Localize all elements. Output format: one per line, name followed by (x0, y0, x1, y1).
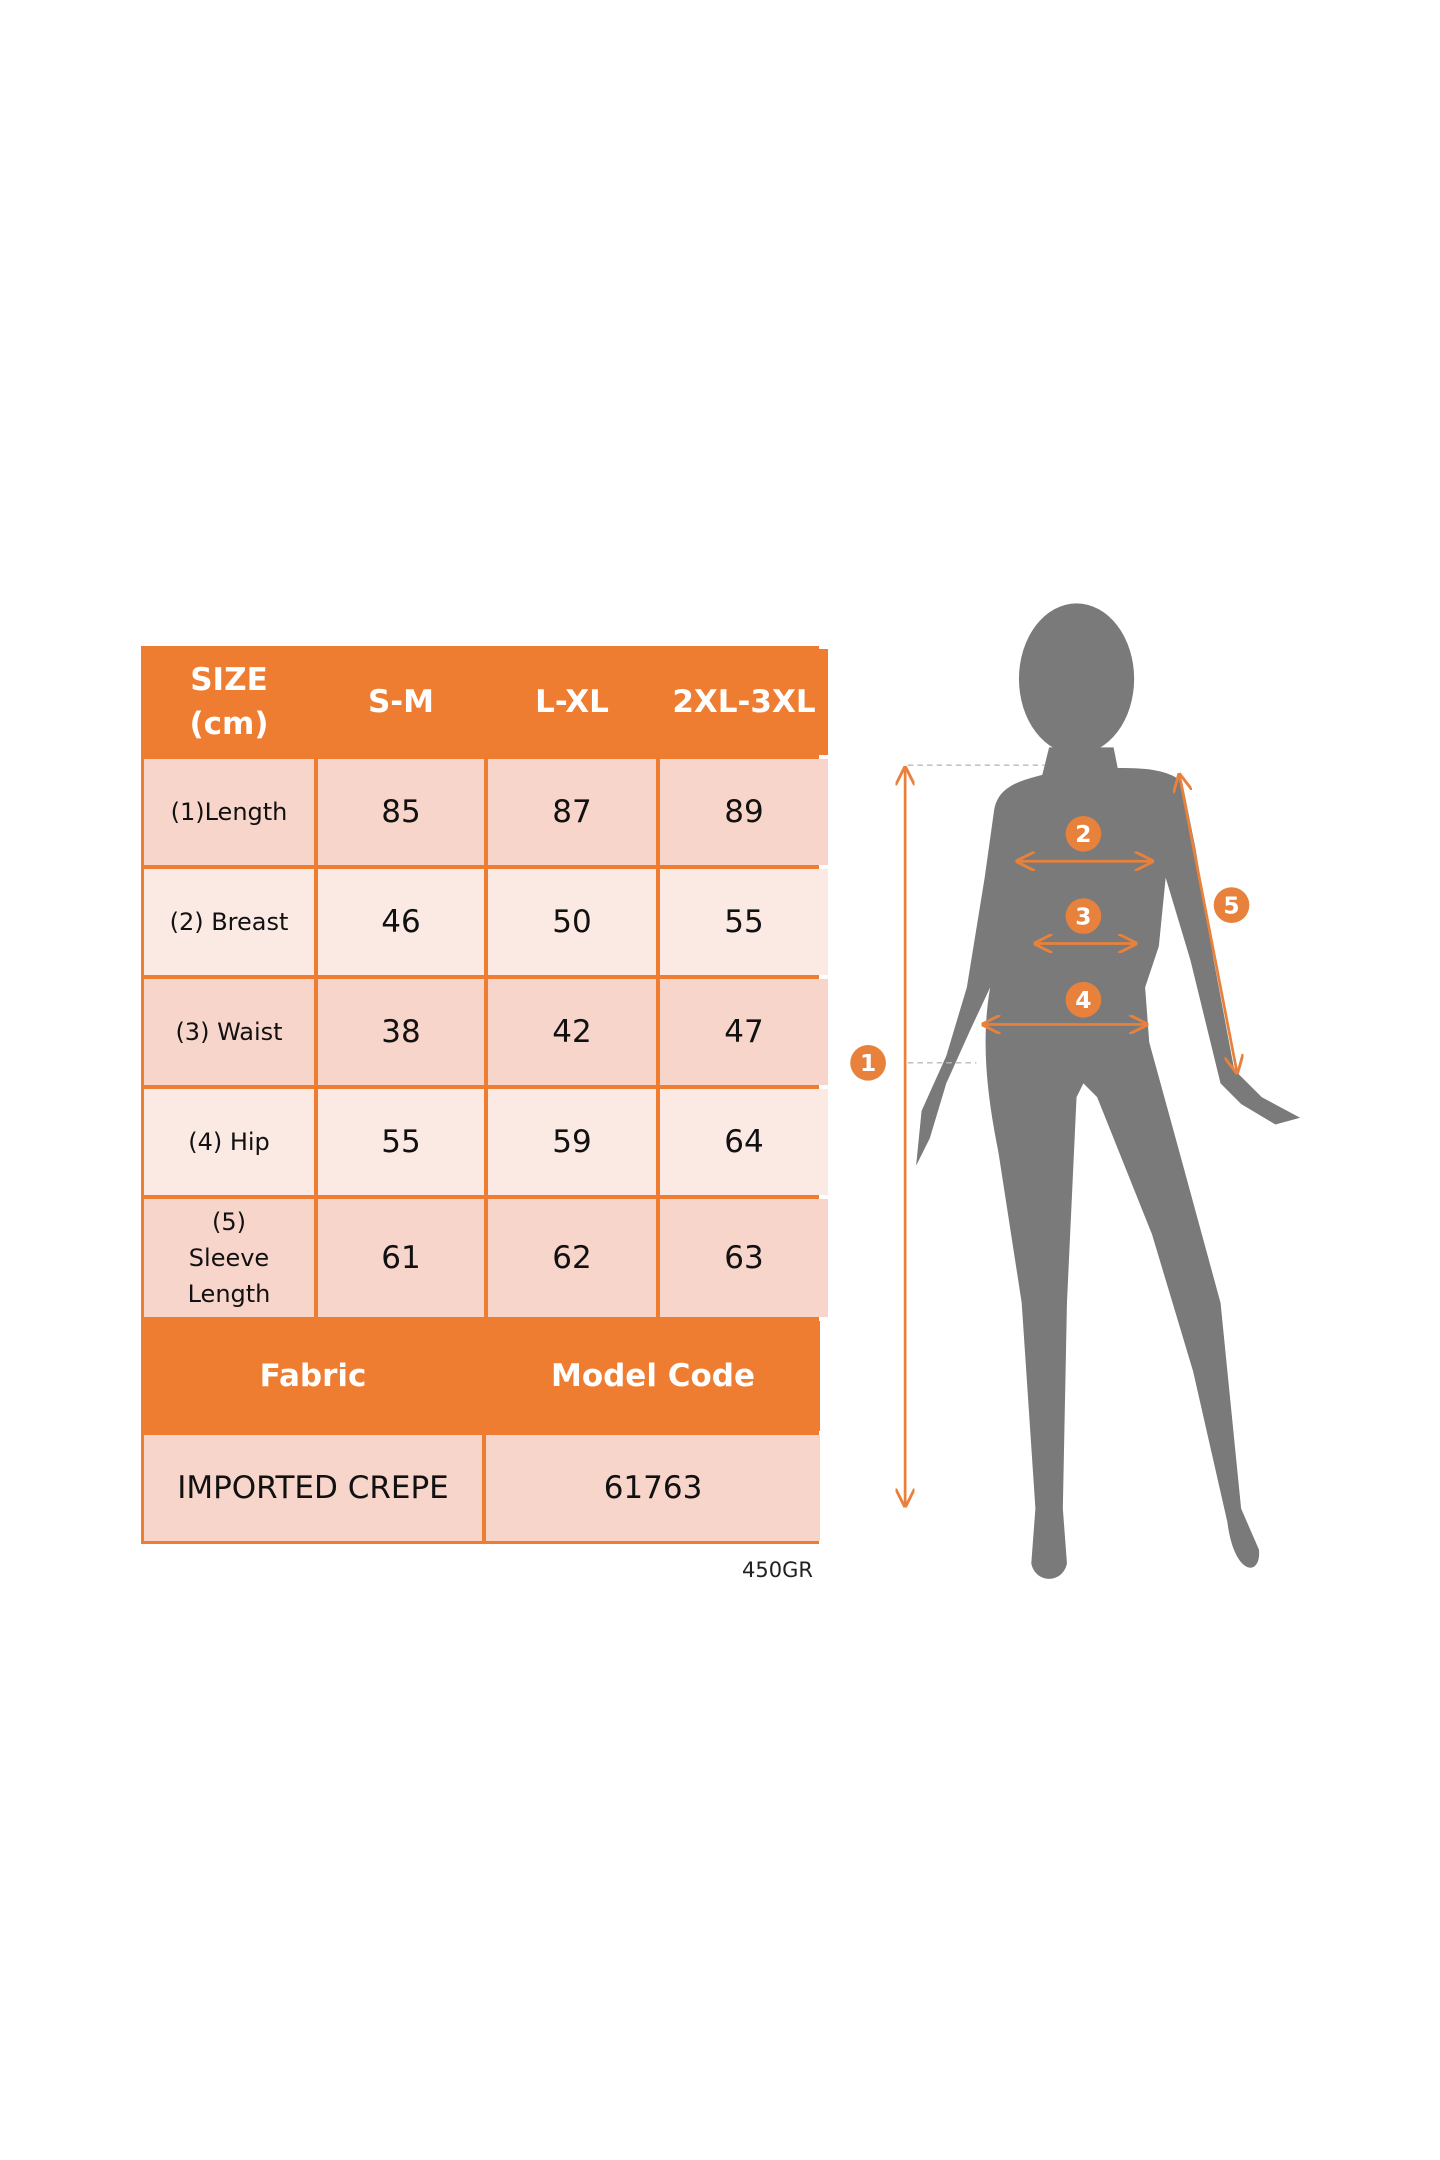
svg-text:1: 1 (860, 1050, 876, 1077)
cell-value: 46 (318, 869, 484, 975)
row-label-text: (5) Sleeve Length (187, 1208, 271, 1308)
marker-5: 5 (1213, 887, 1250, 923)
silhouette (916, 603, 1301, 1579)
svg-text:4: 4 (1075, 987, 1091, 1014)
header-size-text: SIZE (cm) (189, 662, 269, 742)
row-label: (4) Hip (144, 1089, 314, 1195)
marker-4: 4 (1065, 981, 1102, 1018)
fabric-value: IMPORTED CREPE (144, 1435, 482, 1541)
header-l-xl: L-XL (488, 649, 656, 755)
row-label: (2) Breast (144, 869, 314, 975)
weight-footnote: 450GR (742, 1558, 813, 1582)
cell-value: 55 (660, 869, 828, 975)
size-chart-table: SIZE (cm) S-M L-XL 2XL-3XL (1)Length 85 … (141, 646, 828, 1544)
marker-3: 3 (1065, 898, 1102, 934)
fabric-header: Fabric (144, 1321, 482, 1431)
svg-text:3: 3 (1075, 903, 1091, 930)
header-s-m: S-M (318, 649, 484, 755)
cell-value: 55 (318, 1089, 484, 1195)
marker-1: 1 (850, 1045, 886, 1081)
table-row: (2) Breast 46 50 55 (144, 869, 828, 975)
row-label: (1)Length (144, 759, 314, 865)
row-label: (5) Sleeve Length (144, 1199, 314, 1317)
sleeve-arrow (1179, 775, 1237, 1073)
cell-value: 42 (488, 979, 656, 1085)
svg-text:5: 5 (1223, 892, 1239, 919)
cell-value: 59 (488, 1089, 656, 1195)
marker-2: 2 (1065, 815, 1102, 852)
table-row: (4) Hip 55 59 64 (144, 1089, 828, 1195)
guide-lines (907, 764, 1046, 1064)
cell-value: 50 (488, 869, 656, 975)
table-header-row: SIZE (cm) S-M L-XL 2XL-3XL (144, 649, 828, 755)
cell-value: 64 (660, 1089, 828, 1195)
cell-value: 85 (318, 759, 484, 865)
fabric-value-row: IMPORTED CREPE 61763 (144, 1435, 820, 1541)
table-row: (5) Sleeve Length 61 62 63 (144, 1199, 828, 1317)
cell-value: 38 (318, 979, 484, 1085)
table-row: (1)Length 85 87 89 (144, 759, 828, 865)
table-row: (3) Waist 38 42 47 (144, 979, 828, 1085)
cell-value: 47 (660, 979, 828, 1085)
header-2xl-3xl: 2XL-3XL (660, 649, 828, 755)
cell-value: 63 (660, 1199, 828, 1317)
svg-text:2: 2 (1075, 821, 1091, 848)
cell-value: 62 (488, 1199, 656, 1317)
fabric-header-row: Fabric Model Code (144, 1321, 820, 1431)
cell-value: 87 (488, 759, 656, 865)
cell-value: 89 (660, 759, 828, 865)
cell-value: 61 (318, 1199, 484, 1317)
header-size: SIZE (cm) (144, 649, 314, 755)
row-label: (3) Waist (144, 979, 314, 1085)
model-code-header: Model Code (486, 1321, 820, 1431)
model-code-value: 61763 (486, 1435, 820, 1541)
